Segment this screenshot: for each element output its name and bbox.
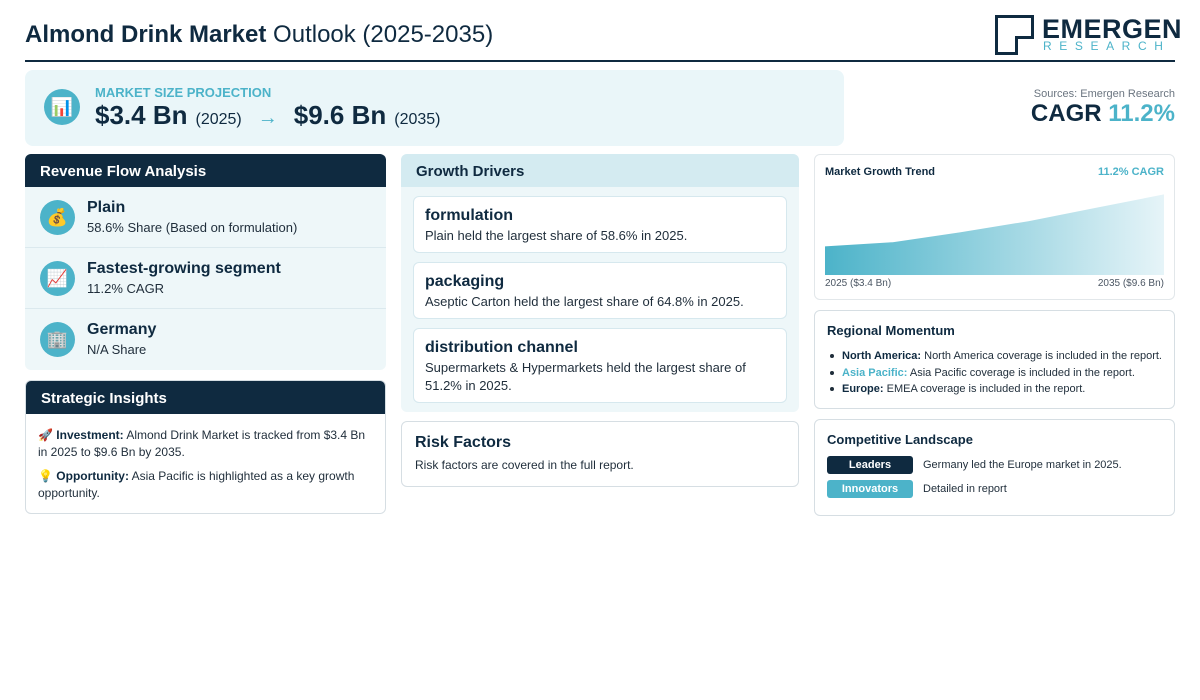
driver-card: distribution channel Supermarkets & Hype… (413, 328, 787, 403)
competitive-landscape-panel: Competitive Landscape Leaders Germany le… (814, 419, 1175, 516)
competitive-text: Germany led the Europe market in 2025. (923, 459, 1122, 471)
page-header: Almond Drink Market Outlook (2025-2035) … (25, 12, 1182, 62)
region-text: EMEA coverage is included in the report. (886, 383, 1086, 395)
leaders-badge: Leaders (827, 456, 913, 474)
money-bag-icon: 💰 (40, 200, 75, 235)
revenue-item-subtitle: N/A Share (87, 342, 147, 357)
risk-factors-title: Risk Factors (415, 434, 512, 451)
region-name: Asia Pacific: (842, 366, 908, 379)
risk-factors-panel: Risk Factors Risk factors are covered in… (401, 421, 799, 487)
competitive-row: Leaders Germany led the Europe market in… (827, 456, 1162, 474)
list-item: Asia Pacific: Asia Pacific coverage is i… (827, 365, 1162, 382)
page-title: Almond Drink Market Outlook (2025-2035) (25, 21, 493, 49)
sources-note: Sources: Emergen Research (1033, 88, 1175, 100)
driver-card: packaging Aseptic Carton held the larges… (413, 262, 787, 319)
logo-mark-icon (995, 15, 1034, 55)
bar-chart-icon: 📊 (44, 89, 80, 125)
cagr-headline: CAGR 11.2% (1031, 100, 1175, 128)
strategic-insights-panel: Strategic Insights 🚀 Investment: Almond … (25, 380, 386, 514)
revenue-item: 📈 Fastest-growing segment 11.2% CAGR (25, 248, 386, 309)
competitive-row: Innovators Detailed in report (827, 480, 1162, 498)
list-item: Europe: EMEA coverage is included in the… (827, 381, 1162, 398)
lightbulb-icon: 💡 (38, 469, 53, 483)
driver-title: distribution channel (425, 339, 578, 356)
chart-start-label: 2025 ($3.4 Bn) (825, 278, 892, 289)
revenue-item: 💰 Plain 58.6% Share (Based on formulatio… (25, 187, 386, 248)
region-text: North America coverage is included in th… (924, 350, 1162, 362)
competitive-text: Detailed in report (923, 483, 1007, 495)
chart-title: Market Growth Trend (825, 166, 936, 178)
emergen-logo: EMERGEN RESEARCH (995, 14, 1182, 56)
region-list: North America: North America coverage is… (827, 348, 1162, 398)
revenue-item-title: Plain (87, 199, 126, 216)
regional-momentum-title: Regional Momentum (827, 323, 955, 338)
chart-end-label: 2035 ($9.6 Bn) (1097, 278, 1164, 289)
risk-factors-text: Risk factors are covered in the full rep… (415, 458, 634, 472)
revenue-item: 🏢 Germany N/A Share (25, 309, 386, 370)
insight-label: Investment: (56, 428, 124, 442)
region-name: North America: (842, 350, 922, 362)
region-text: Asia Pacific coverage is included in the… (909, 366, 1135, 379)
insight-label: Opportunity: (56, 469, 129, 483)
competitive-landscape-title: Competitive Landscape (827, 432, 973, 447)
driver-text: Aseptic Carton held the largest share of… (425, 294, 744, 309)
driver-card: formulation Plain held the largest share… (413, 196, 787, 253)
driver-text: Supermarkets & Hypermarkets held the lar… (425, 360, 746, 393)
strategic-insights-title: Strategic Insights (26, 381, 385, 414)
page-title-bold: Almond Drink Market (25, 21, 267, 48)
revenue-item-subtitle: 11.2% CAGR (87, 281, 165, 296)
innovators-badge: Innovators (827, 480, 913, 498)
insight-text: Asia Pacific is highlighted as a key gro… (38, 469, 355, 500)
insight-text: Almond Drink Market is tracked from $3.4… (38, 428, 366, 459)
revenue-item-subtitle: 58.6% Share (Based on formulation) (87, 220, 298, 235)
chart-cagr-label: 11.2% CAGR (1097, 166, 1164, 178)
growth-drivers-title: Growth Drivers (401, 154, 799, 187)
projection-start-value: $3.4 Bn (95, 100, 188, 130)
trend-chart-icon: 📈 (40, 261, 75, 296)
logo-wordmark: EMERGEN (1042, 14, 1183, 44)
projection-end-value: $9.6 Bn (293, 100, 387, 130)
right-arrow-icon: → (257, 107, 278, 129)
projection-end-year: (2035) (394, 111, 441, 128)
revenue-item-title: Fastest-growing segment (87, 260, 281, 277)
growth-drivers-panel: Growth Drivers formulation Plain held th… (401, 154, 799, 412)
driver-title: formulation (425, 207, 513, 224)
cagr-value: 11.2% (1108, 100, 1175, 127)
projection-start-year: (2025) (195, 111, 242, 128)
list-item: North America: North America coverage is… (827, 348, 1162, 365)
market-size-projection: 📊 MARKET SIZE PROJECTION $3.4 Bn (2025) … (25, 70, 844, 146)
insight-investment: 🚀 Investment: Almond Drink Market is tra… (38, 427, 373, 460)
projection-values: $3.4 Bn (2025) → $9.6 Bn (2035) (95, 100, 441, 131)
driver-text: Plain held the largest share of 58.6% in… (425, 228, 688, 243)
logo-subtitle: RESEARCH (1043, 39, 1171, 53)
insight-opportunity: 💡 Opportunity: Asia Pacific is highlight… (38, 468, 373, 501)
revenue-item-title: Germany (87, 321, 157, 338)
area-series (825, 194, 1164, 275)
page-title-rest: Outlook (2025-2035) (273, 21, 494, 48)
trend-area-svg (825, 194, 1164, 275)
revenue-flow-title: Revenue Flow Analysis (25, 154, 386, 187)
cagr-label: CAGR (1030, 100, 1102, 127)
rocket-icon: 🚀 (38, 428, 53, 442)
revenue-flow-panel: Revenue Flow Analysis 💰 Plain 58.6% Shar… (25, 154, 386, 370)
projection-label: MARKET SIZE PROJECTION (95, 85, 272, 100)
region-name: Europe: (842, 383, 884, 395)
market-growth-trend-chart: Market Growth Trend 11.2% CAGR 2025 ($3.… (814, 154, 1175, 300)
driver-title: packaging (425, 273, 505, 290)
building-icon: 🏢 (40, 322, 75, 357)
regional-momentum-panel: Regional Momentum North America: North A… (814, 310, 1175, 409)
